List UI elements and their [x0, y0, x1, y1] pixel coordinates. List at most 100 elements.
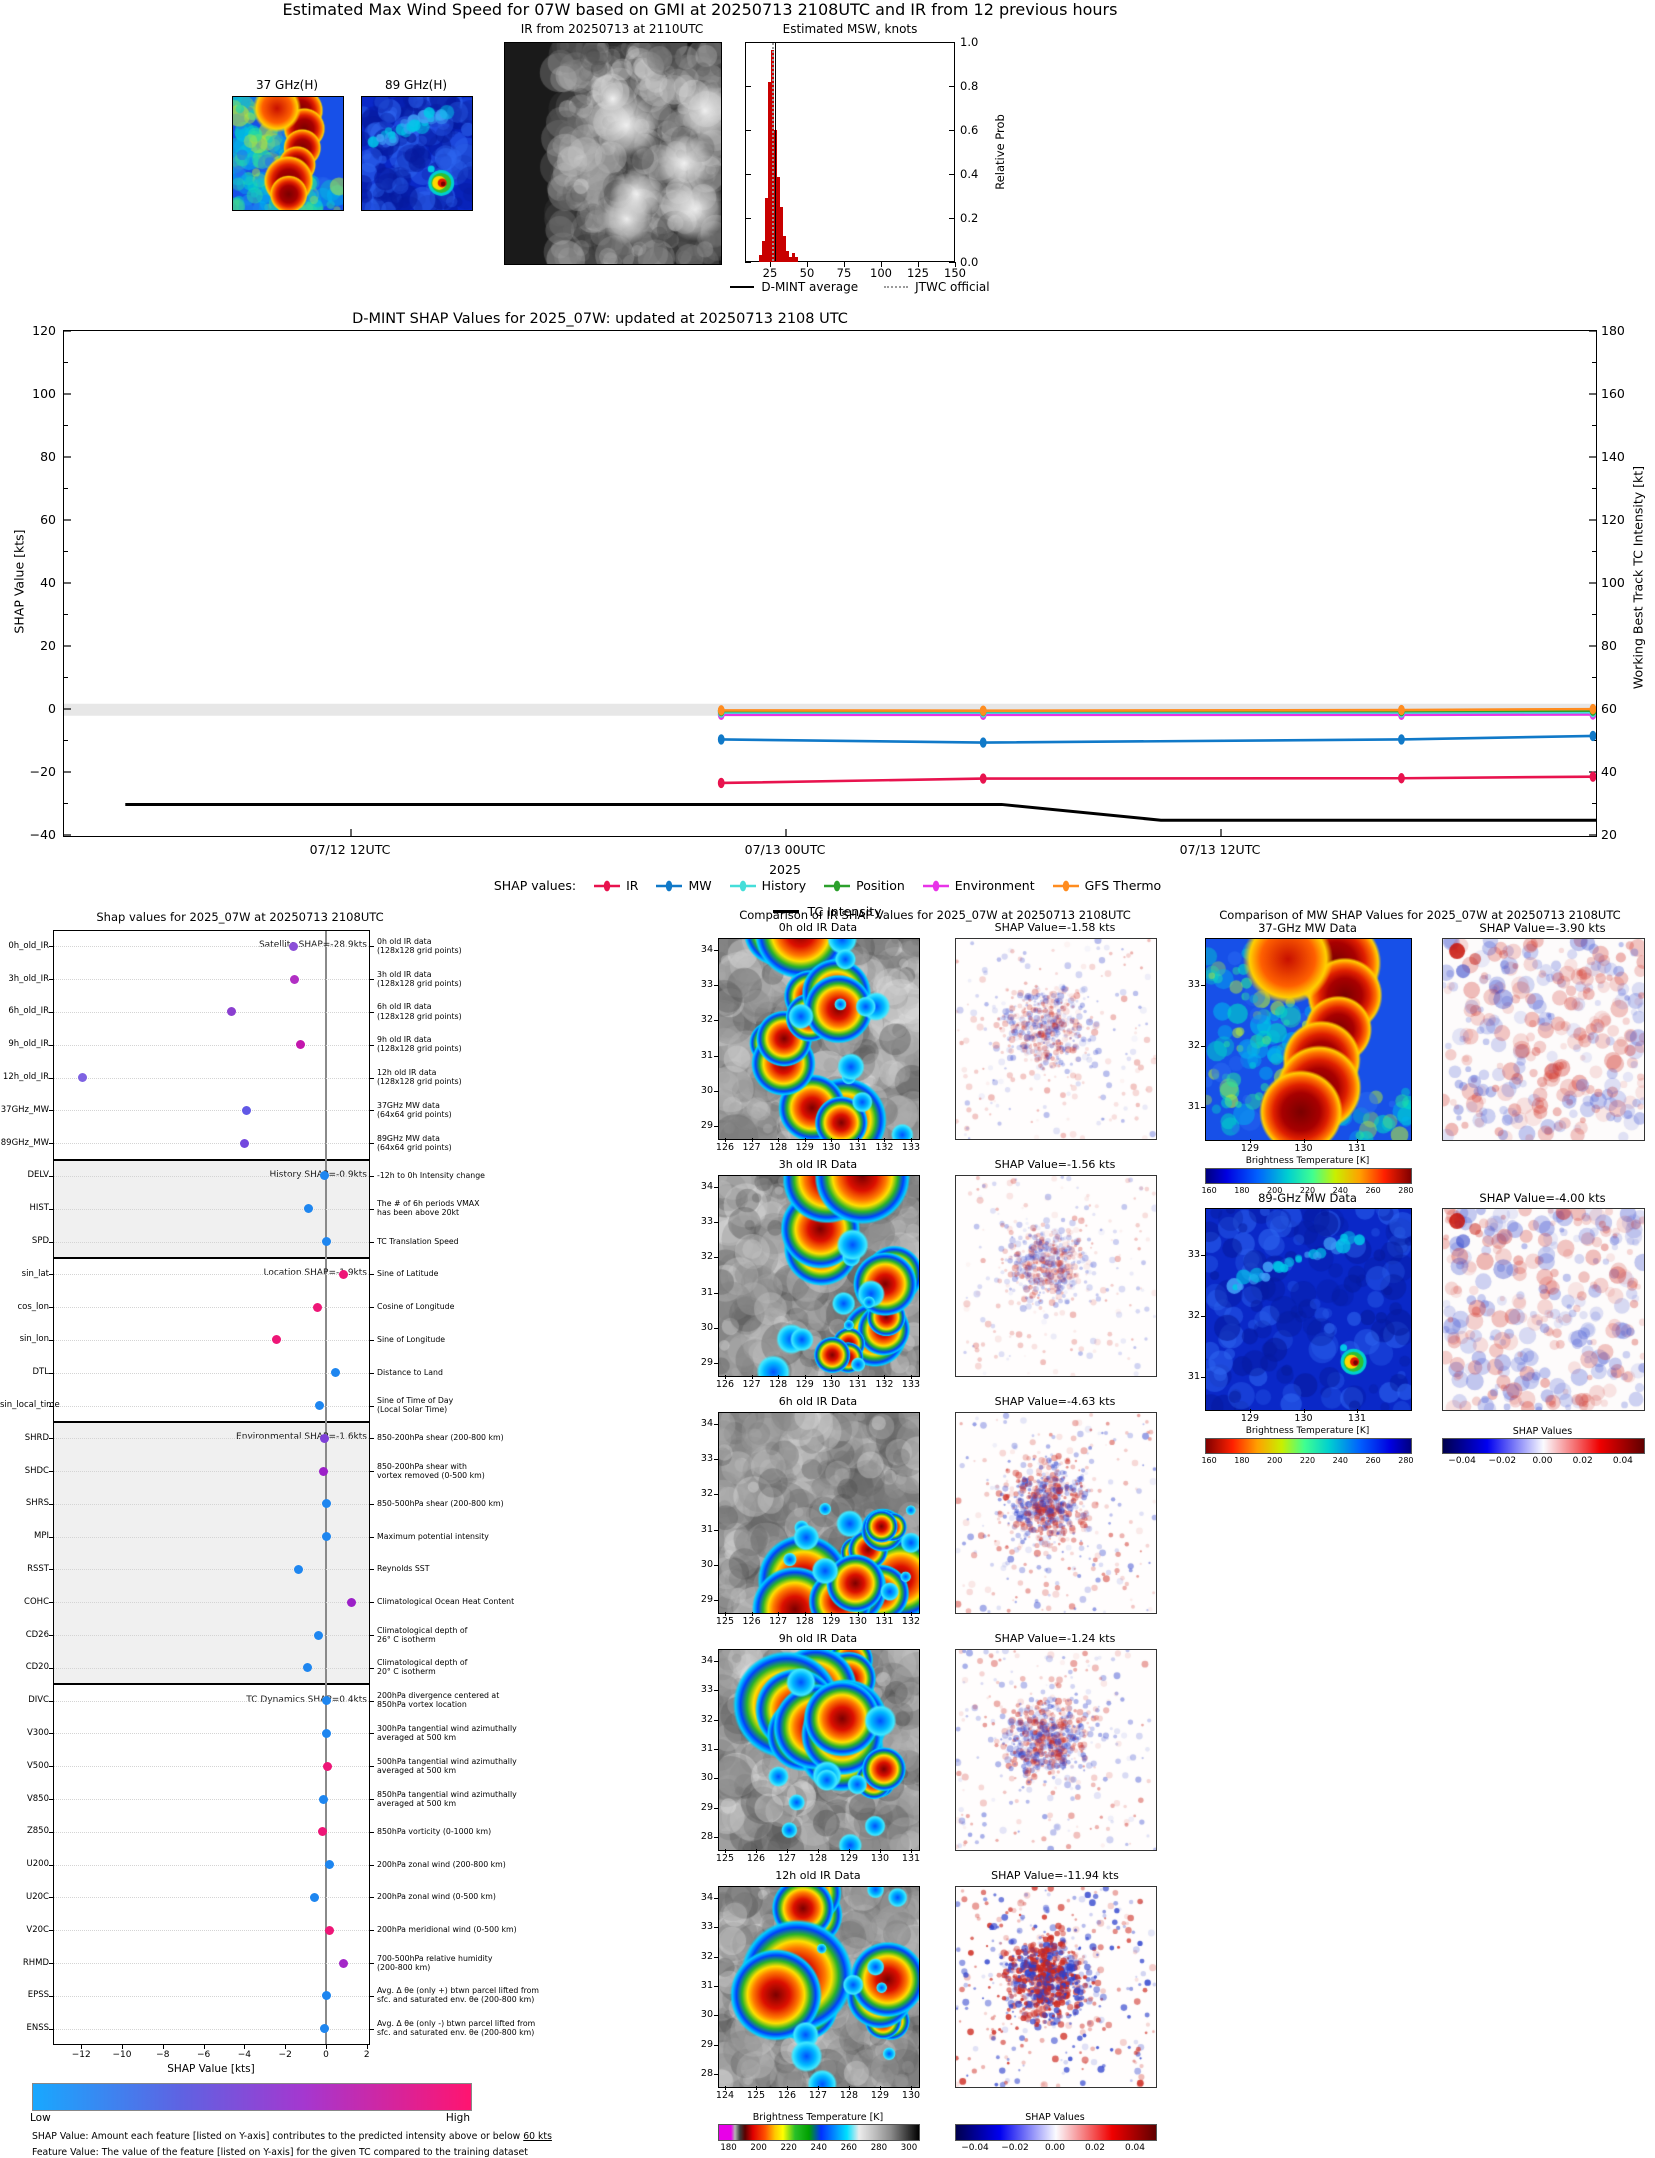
feature-description: Climatological depth of 20° C isotherm	[377, 1658, 468, 1677]
mw-bt-colorbar	[1205, 1438, 1412, 1454]
ir-map-ytick-label: 34	[700, 1181, 713, 1192]
shap-dot	[296, 1040, 306, 1050]
mw-bt-colorbar-label: Brightness Temperature [K]	[1245, 1426, 1370, 1436]
dotplot-xtick-label: −10	[112, 2050, 132, 2060]
ir-map-xtick	[778, 1375, 780, 1379]
ir-map-xtick-label: 131	[875, 1616, 894, 1627]
row-guide	[54, 1667, 369, 1669]
shap-dot	[338, 1269, 348, 1279]
ir-map-ytick	[714, 1055, 718, 1057]
mw-shap-map	[1442, 1208, 1645, 1411]
feature-label: RHMD	[22, 1957, 49, 1968]
shap-dot	[318, 1827, 328, 1837]
ir-map-ytick-label: 32	[700, 1014, 713, 1026]
ir-map-ytick-label: 30	[700, 2009, 713, 2021]
row-guide	[54, 1897, 369, 1899]
feature-label: sin_lon	[19, 1334, 49, 1345]
feature-tick	[370, 1011, 374, 1013]
feature-label: HIST	[29, 1203, 50, 1214]
ir-map-ytick-label: 34	[700, 1655, 713, 1666]
feature-tick	[370, 1831, 374, 1833]
histogram-bar	[762, 240, 766, 262]
mw-bt-colorbar-tick-label: 220	[1299, 1456, 1316, 1465]
feature-tick	[370, 1175, 374, 1177]
feature-tick	[370, 1536, 374, 1538]
feature-tick	[49, 1077, 53, 1079]
ir-map-xtick	[778, 1138, 780, 1142]
ts-ytick-right: 160	[1601, 386, 1625, 401]
row-guide	[54, 1405, 369, 1407]
ir-map-ytick	[714, 1564, 718, 1566]
feature-description: 700-500hPa relative humidity (200-800 km…	[377, 1953, 493, 1972]
ts-xtick-label: 07/12 12UTC	[309, 842, 391, 857]
tc-intensity-line	[125, 802, 1596, 822]
row-guide	[54, 1110, 369, 1112]
ts-ytick-right: 120	[1601, 512, 1625, 527]
bt-colorbar-tick-label: 220	[780, 2143, 797, 2153]
ts-legend-item-position: Position	[824, 878, 905, 893]
ir-map-xtick	[880, 1849, 881, 1853]
mw-map-ytick	[1201, 1377, 1205, 1378]
feature-tick	[49, 1274, 53, 1276]
mw-bt-colorbar-tick-label: 260	[1365, 1186, 1381, 1195]
footnote-shap-value: SHAP Value: Amount each feature [listed …	[32, 2131, 672, 2142]
ir-map-xtick-label: 131	[848, 1142, 867, 1153]
ts-ytick-left: −40	[29, 827, 56, 842]
tc-intensity-label: TC Intensity	[807, 904, 882, 919]
feature-tick	[49, 1405, 53, 1407]
feature-label: V20C	[26, 1924, 49, 1935]
feature-label: RSST	[27, 1563, 49, 1574]
feature-label: DELV	[27, 1170, 49, 1181]
ir-map-xtick-label: 126	[746, 1853, 766, 1864]
histogram-ytick	[745, 174, 751, 176]
shap-dot	[303, 1663, 313, 1673]
histogram-xtick	[807, 262, 809, 267]
mw-bt-colorbar-tick-label: 160	[1201, 1186, 1217, 1195]
mw-map-xtick	[1357, 1409, 1358, 1413]
mw-bt-colorbar-tick-label: 280	[1398, 1186, 1414, 1195]
mw-bt-colorbar-tick-label: 260	[1365, 1456, 1381, 1465]
ir-map-xtick	[849, 2086, 850, 2090]
mw-map-xtick-label: 130	[1294, 1143, 1313, 1154]
feature-label: CD20	[25, 1662, 49, 1673]
mw-comparison-panel: Comparison of MW SHAP Values for 2025_07…	[1185, 900, 1655, 1600]
ts-legend-item-mw: MW	[656, 878, 712, 893]
mw-bt-colorbar-tick-label: 240	[1332, 1456, 1348, 1465]
legend-marker-icon	[922, 880, 949, 891]
feature-tick	[49, 1930, 53, 1932]
row-guide	[54, 1963, 369, 1964]
ir-map-xtick	[857, 1375, 859, 1379]
series-marker	[1589, 730, 1597, 742]
shap-dot	[304, 1204, 314, 1214]
feature-tick	[49, 1438, 53, 1440]
feature-label: DTL	[32, 1367, 49, 1378]
feature-description: 200hPa meridional wind (0-500 km)	[377, 1925, 517, 1935]
row-guide	[54, 1471, 369, 1473]
histogram-ytick	[949, 218, 955, 220]
ir-map-xtick-label: 129	[839, 1853, 859, 1864]
ir-map-xtick	[751, 1612, 753, 1616]
histogram-ytick-label: 0.2	[960, 211, 979, 225]
histogram-bar	[765, 198, 769, 262]
ir-map-ytick-label: 32	[700, 1251, 713, 1263]
feature-description: The # of 6h periods VMAX has been above …	[377, 1199, 480, 1218]
ir-map-ytick	[714, 1020, 718, 1022]
feature-label: sin_lat	[21, 1268, 49, 1279]
mw-bt-colorbar-tick-label: 180	[1234, 1186, 1250, 1195]
mw-map-ytick	[1201, 985, 1205, 986]
ir-map-xtick	[756, 2086, 757, 2090]
ir-map-ytick-label: 29	[700, 1594, 713, 1605]
dotplot-xtick-label: 0	[323, 2050, 329, 2060]
mw-map-ytick	[1201, 1046, 1205, 1047]
section-band	[53, 1421, 370, 1685]
ir-data-title: 9h old IR Data	[778, 1632, 858, 1645]
ir-map-ytick-label: 33	[700, 979, 713, 991]
feature-description: 6h old IR data (128x128 grid points)	[377, 1002, 462, 1021]
ir-map-ytick	[714, 1424, 718, 1425]
feature-label: SHRS	[25, 1498, 49, 1509]
shap-dot	[239, 1138, 249, 1148]
series-marker	[717, 734, 725, 745]
ir-shap-map	[955, 938, 1157, 1140]
feature-tick	[49, 946, 53, 948]
feature-tick	[370, 1667, 374, 1669]
